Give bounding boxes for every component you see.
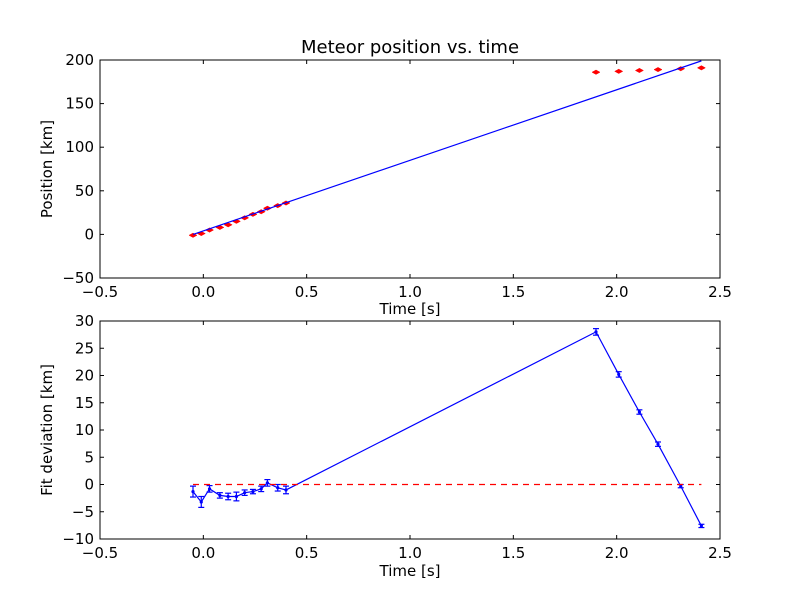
deviation-line	[192, 331, 702, 527]
y-tick-label: 30	[75, 312, 94, 330]
position-point	[591, 69, 601, 75]
x-tick-label: 0.0	[191, 283, 215, 301]
position-ticks: −0.5 0.0 0.5 1.0 1.5 2.0 2.5 −50 0 50 100 150 200	[62, 51, 732, 301]
position-x-axis-label: Time [s]	[379, 300, 441, 318]
position-point	[240, 215, 250, 221]
y-tick-label: 20	[75, 367, 94, 385]
position-point	[696, 65, 706, 71]
x-tick-label: 0.0	[191, 544, 215, 562]
x-tick-label: 0.5	[295, 544, 319, 562]
x-tick-label: 2.0	[605, 283, 629, 301]
deviation-panel: −0.5 0.0 0.5 1.0 1.5 2.0 2.5−10−5051015202530 …	[38, 312, 732, 580]
deviation-point	[259, 487, 263, 491]
position-point	[205, 227, 215, 233]
position-point	[634, 67, 644, 73]
position-marks	[188, 60, 706, 238]
position-plot-area	[99, 59, 721, 279]
deviation-point	[234, 494, 238, 499]
x-tick-label: −0.5	[82, 544, 118, 562]
deviation-point	[243, 491, 247, 495]
y-tick-label: −50	[62, 269, 94, 287]
deviation-point	[284, 488, 288, 492]
position-y-axis-label: Position [km]	[38, 120, 56, 218]
y-tick-label: 200	[65, 51, 94, 69]
deviation-point	[594, 330, 598, 334]
y-tick-label: −5	[72, 503, 94, 521]
deviation-point	[617, 372, 621, 377]
deviation-ticks: −0.5 0.0 0.5 1.0 1.5 2.0 2.5 −10 −5 0 5 10 15 20 25 30	[62, 312, 732, 562]
x-tick-label: 1.0	[398, 544, 422, 562]
deviation-plot-area	[99, 320, 721, 540]
y-tick-label: −10	[62, 530, 94, 548]
y-tick-label: 0	[84, 225, 94, 243]
x-tick-label: 2.5	[708, 283, 732, 301]
x-tick-label: 0.5	[295, 283, 319, 301]
y-tick-label: 15	[75, 394, 94, 412]
y-tick-label: 25	[75, 339, 94, 357]
fit-line	[192, 60, 702, 235]
deviation-point	[251, 489, 255, 494]
position-point	[614, 68, 624, 74]
deviation-y-axis-label: Fit deviation [km]	[38, 364, 56, 496]
deviation-x-axis-label: Time [s]	[379, 562, 441, 580]
x-tick-label: 1.5	[501, 544, 525, 562]
deviation-point	[226, 494, 230, 499]
position-point	[188, 232, 198, 238]
y-tick-label: 5	[84, 448, 94, 466]
x-tick-label: −0.5	[82, 283, 118, 301]
deviation-point	[656, 442, 660, 446]
y-tick-label: 0	[84, 476, 94, 494]
deviation-point	[199, 500, 203, 504]
x-tick-label: 2.5	[708, 544, 732, 562]
deviation-point	[699, 524, 704, 528]
deviation-marks	[190, 328, 705, 529]
y-tick-label: 100	[65, 138, 94, 156]
position-chart-title: Meteor position vs. time	[301, 37, 519, 58]
x-tick-label: 1.0	[398, 283, 422, 301]
x-tick-label: 1.5	[501, 283, 525, 301]
y-tick-label: 50	[75, 182, 94, 200]
deviation-point	[191, 489, 195, 494]
deviation-point	[207, 487, 212, 491]
y-tick-label: 150	[65, 95, 94, 113]
deviation-point	[218, 493, 222, 497]
deviation-point	[265, 481, 269, 485]
y-tick-label: 10	[75, 421, 94, 439]
deviation-point	[637, 410, 642, 414]
x-tick-label: 2.0	[605, 544, 629, 562]
deviation-point	[679, 484, 683, 488]
position-point	[653, 67, 663, 73]
deviation-point	[276, 486, 280, 490]
position-panel: −0.5 0.0 0.5 1.0 1.5 2.0 2.5 −50 0 50 100 150 200 Me…	[38, 37, 732, 318]
